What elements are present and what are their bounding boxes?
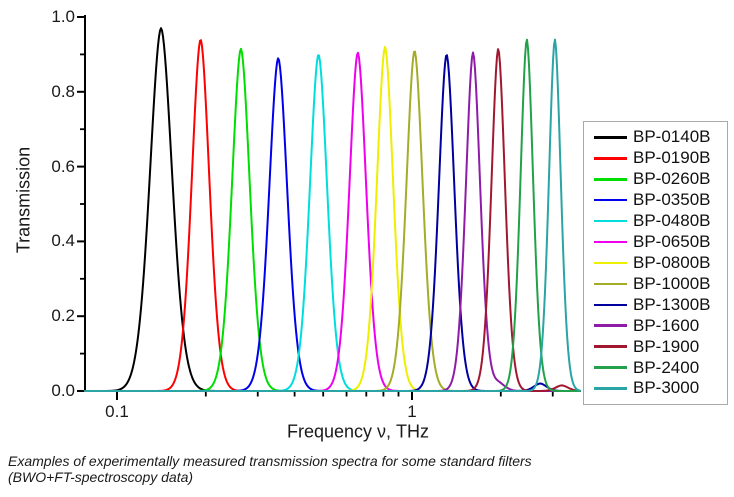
legend-item-bp-1000b: BP-1000B [594, 274, 727, 293]
legend-label: BP-0350B [633, 190, 711, 210]
legend-line-sample [594, 261, 627, 265]
y-tick-label-0.0: 0.0 [51, 381, 75, 400]
y-tick-label-0.6: 0.6 [51, 156, 75, 176]
legend-item-bp-0190b: BP-0190B [594, 148, 727, 168]
legend-label: BP-2400 [633, 357, 700, 377]
legend-label: BP-0190B [633, 148, 711, 168]
legend-line-sample [594, 178, 627, 181]
legend-line-sample [594, 303, 627, 307]
legend-item-bp-1900: BP-1900 [594, 337, 727, 356]
x-axis-title: Frequency ν, THz [286, 421, 430, 442]
legend-label: BP-0480B [633, 211, 711, 231]
legend-item-bp-0350b: BP-0350B [594, 190, 727, 210]
x-tick-label-0.1: 0.1 [105, 402, 129, 421]
legend-line-sample [594, 324, 627, 327]
legend-label: BP-0140B [633, 127, 711, 147]
y-tick-label-0.8: 0.8 [51, 81, 75, 101]
legend-item-bp-0140b: BP-0140B [594, 127, 727, 147]
legend-item-bp-0260b: BP-0260B [594, 169, 727, 189]
legend-line-sample [594, 282, 627, 286]
legend-label: BP-1000B [633, 273, 711, 293]
caption-line2: (BWO+FT-spectroscopy data) [8, 469, 194, 485]
y-tick-label-0.2: 0.2 [51, 306, 75, 326]
legend-item-bp-0480b: BP-0480B [594, 211, 727, 231]
legend-item-bp-0650b: BP-0650B [594, 232, 727, 252]
legend-item-bp-0800b: BP-0800B [594, 253, 727, 272]
legend-line-sample [594, 366, 627, 369]
caption-line1: Examples of experimentally measured tran… [8, 453, 532, 469]
legend-line-sample [594, 157, 627, 160]
x-tick-label-1: 1 [407, 402, 417, 421]
legend-line-sample [594, 219, 627, 223]
legend-item-bp-3000: BP-3000 [594, 378, 727, 398]
figure-caption: Examples of experimentally measured tran… [8, 453, 532, 485]
legend-line-sample [594, 198, 627, 202]
legend-label: BP-0650B [633, 232, 711, 252]
legend-line-sample [594, 136, 627, 139]
legend-item-bp-2400: BP-2400 [594, 358, 727, 377]
legend-label: BP-0800B [633, 252, 711, 272]
legend-line-sample [594, 345, 627, 348]
series-curve-bp-3000 [84, 38, 581, 392]
legend-item-bp-1600: BP-1600 [594, 316, 727, 335]
y-tick-label-0.4: 0.4 [51, 231, 75, 251]
series-curve-bp-1900 [84, 48, 581, 392]
legend-line-sample [594, 240, 627, 244]
legend-label: BP-0260B [633, 169, 711, 189]
legend-item-bp-1300b: BP-1300B [594, 295, 727, 314]
legend-label: BP-3000 [633, 378, 700, 398]
legend-label: BP-1900 [633, 336, 700, 356]
legend-label: BP-1600 [633, 315, 700, 335]
legend-label: BP-1300B [633, 294, 711, 314]
legend-line-sample [594, 387, 627, 390]
y-tick-label-1.0: 1.0 [51, 7, 75, 26]
legend-box: BP-0140B BP-0190B BP-0260B BP-0350B BP-0480B… [583, 121, 728, 405]
